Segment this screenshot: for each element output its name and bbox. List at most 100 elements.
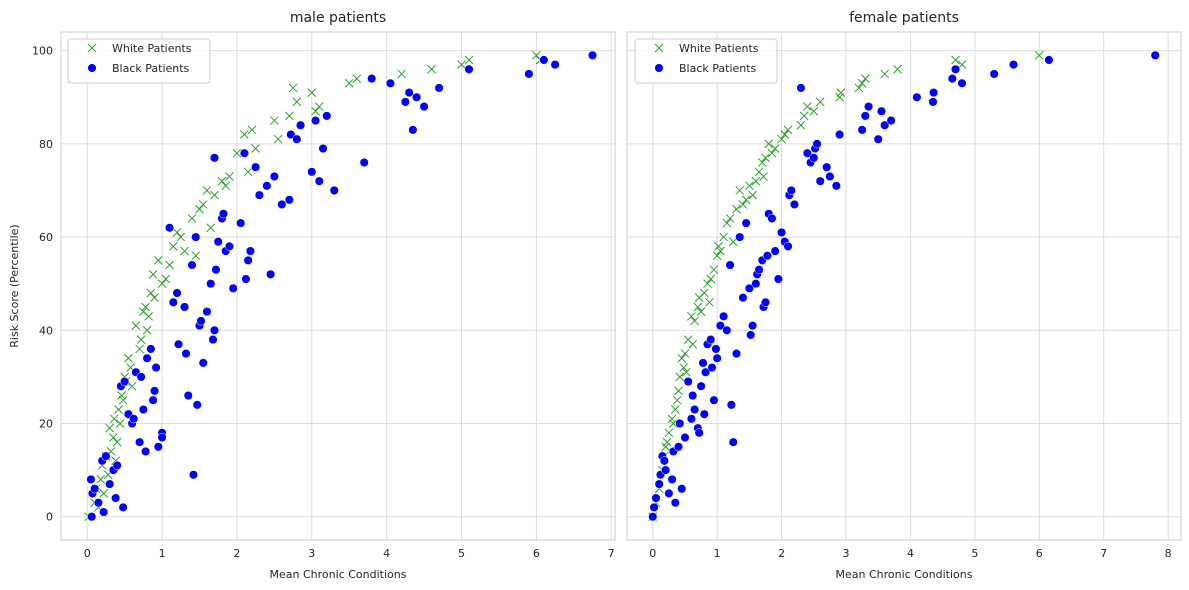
black-patient-point [173,339,184,349]
black-patient-point [284,195,294,205]
white-patient-point [314,102,324,111]
black-patient-point [314,176,324,186]
white-patient-point [719,232,728,242]
black-patient-point [141,446,151,456]
black-patient-point [367,74,377,84]
black-patient-point [218,209,229,219]
legend-entry-white-patients: White Patients [87,42,192,55]
black-patient-point [179,302,190,312]
black-patient-point [196,316,206,326]
white-patient-point [141,302,150,312]
white-patient-point [751,176,761,186]
y-tick-label: 40 [39,324,53,337]
white-patient-point [127,381,137,391]
black-patient-point [99,507,109,517]
black-patient-point [138,404,148,415]
black-patient-point [673,442,684,452]
x-tick-label: 3 [843,547,850,560]
black-patient-point [90,484,100,494]
black-patient-point [187,260,197,270]
dot-marker-icon [87,63,97,73]
black-patient-point [93,498,103,508]
black-patient-point [929,88,939,98]
black-patient-point [86,474,96,484]
x-tick-label: 4 [383,547,390,560]
white-patient-point [240,130,249,139]
black-patient-point [434,83,444,93]
white-patient-point [464,55,474,65]
black-patient-point [699,409,709,419]
black-patient-point [165,223,175,233]
black-patient-point [686,414,696,424]
black-patient-point [188,470,199,480]
x-tick-label: 7 [608,547,615,560]
y-tick-label: 20 [39,417,53,430]
black-patient-point [524,69,534,79]
black-patient-point [419,102,429,112]
black-patient-point [726,400,736,410]
black-patient-point [172,288,182,298]
white-patient-point [176,232,186,242]
black-patient-point [741,218,751,228]
black-patient-point [1150,50,1160,60]
white-patient-point [767,148,777,158]
black-patient-point [707,363,717,373]
white-patient-point [670,405,680,414]
black-patient-point [947,74,957,84]
white-patient-point [168,242,178,251]
legend-label: Black Patients [112,62,190,75]
black-patient-point [408,125,418,135]
white-patient-point [761,153,770,163]
black-patient-point [112,460,122,470]
white-patient-point [344,78,354,88]
white-patient-point [161,274,171,284]
legend-entry-black-patients: Black Patients [87,62,190,75]
white-patient-point [675,372,685,382]
white-patient-point [799,111,809,121]
x-tick-label: 0 [649,547,656,560]
black-patient-point [148,395,158,405]
black-patient-point [809,153,819,163]
black-patient-point [266,269,276,279]
white-patient-point [112,437,122,447]
black-patient-point [711,344,721,354]
white-patient-point [738,200,748,209]
white-patient-point [247,125,257,135]
black-patient-point [831,181,841,191]
black-patient-point [789,199,800,209]
white-patient-point [217,176,227,186]
black-patient-point [251,162,261,172]
black-patient-point [802,148,812,158]
plot-area [60,31,616,541]
white-patient-point [803,102,812,111]
white-patient-point [532,50,541,60]
data-points [84,50,598,522]
black-patient-point [698,358,708,368]
black-patient-point [208,335,218,345]
white-patient-point [951,55,960,65]
black-patient-point [269,171,279,182]
black-patient-point [120,376,130,387]
white-patient-point [221,181,231,191]
white-patient-point [243,167,253,177]
x-tick-label: 1 [159,547,166,560]
x-marker-icon [654,43,664,53]
white-patient-point [148,269,158,279]
white-patient-point [187,214,197,223]
black-patient-point [183,390,193,401]
black-patient-point [241,274,251,284]
black-patient-point [796,83,806,93]
white-patient-point [732,204,741,214]
white-patient-point [157,279,167,289]
black-patient-point [683,376,693,387]
x-tick-label: 5 [458,547,465,560]
black-patient-point [860,111,870,121]
black-patient-point [310,116,321,126]
plot-area [626,31,1182,541]
black-patient-point [722,325,732,335]
white-patient-point [115,419,125,428]
black-patient-point [661,465,671,475]
white-patient-point [232,148,242,158]
black-patient-point [150,386,160,396]
white-patient-point [709,265,719,275]
